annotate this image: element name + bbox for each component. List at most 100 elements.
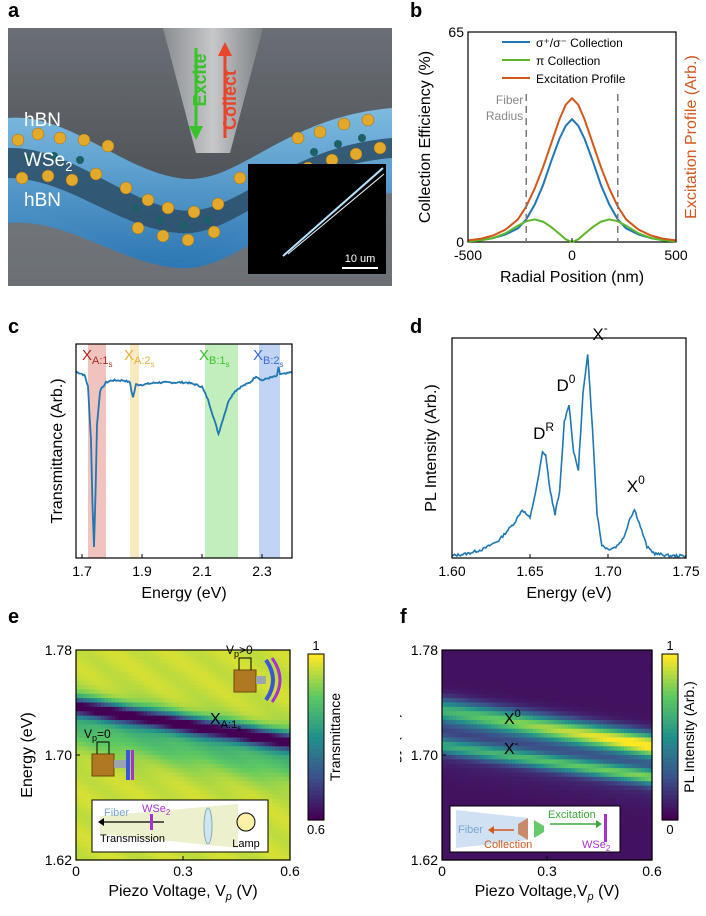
piezo-arm	[256, 676, 266, 684]
colorbar-frame	[661, 653, 679, 821]
panel-f-chart: 0 0.3 0.6 1.62 1.70 1.78 Piezo Voltage,Vp (V) E…	[400, 638, 697, 903]
panel-label-e: e	[8, 606, 20, 628]
legend-entry: π Collection	[536, 54, 600, 68]
x-axis-label: Piezo Voltage, Vp (V)	[108, 883, 257, 903]
series-line-0	[467, 117, 677, 242]
band-label-2: XB:1s	[199, 347, 230, 369]
band-label-0: XA:1s	[82, 347, 113, 369]
piezo-voltage-label: Vp>0	[226, 643, 253, 659]
exciton-band-3	[259, 344, 280, 558]
x-tick-label: 2.3	[252, 563, 272, 579]
exciton-label: XA:1s	[210, 711, 241, 733]
y-tick-label: 1.70	[45, 747, 72, 763]
peak-label-0: DR	[533, 420, 554, 443]
exciton-band-2	[205, 344, 238, 558]
panel-e-chart: 0 0.3 0.6 1.62 1.70 1.78 Piezo Voltage, Vp (V)…	[19, 638, 343, 903]
exciton-band-1	[130, 344, 139, 558]
bent-membrane-2	[270, 657, 282, 703]
tungsten-atoms	[24, 134, 366, 230]
y-tick-label: 1.70	[411, 747, 438, 763]
x-tick-label: 1.70	[594, 563, 621, 579]
colorbar-min: 0	[666, 822, 673, 837]
scale-bar-label: 10 um	[345, 253, 376, 265]
y-axis-label: Energy (eV)	[19, 712, 36, 797]
flat-membrane-1	[126, 750, 130, 780]
x-axis-label: Energy (eV)	[526, 585, 611, 602]
peak-label-1: D0	[557, 372, 576, 395]
piezo-voltage-label: Vp=0	[84, 727, 111, 743]
pl-spectrum-line	[451, 354, 687, 559]
piezo-block	[91, 753, 115, 777]
collect-label: Collect	[220, 70, 240, 130]
y-tick-label: 65	[448, 24, 464, 40]
x-tick-label: 1.7	[72, 563, 92, 579]
inset-wse2-label: WSe2	[142, 803, 171, 817]
inset-wse2-label: WSe2	[582, 839, 611, 853]
x-tick-label: 0.3	[537, 863, 557, 879]
flat-membrane-2	[131, 750, 134, 780]
lamp-icon	[236, 812, 256, 832]
x-tick-label: 1.75	[672, 563, 699, 579]
trion-label: X-	[504, 738, 519, 758]
series-line-2	[467, 96, 677, 242]
excite-label: Excite	[190, 53, 210, 106]
x-tick-label: 2.1	[192, 563, 212, 579]
x-tick-label: 0	[568, 247, 576, 263]
piezo-inset-positive: Vp>0	[226, 643, 257, 693]
transmission-arrowhead	[98, 818, 104, 826]
colorbar-label: PL Intensity (Arb.)	[681, 681, 697, 793]
band-label-1: XA:2s	[124, 347, 155, 369]
panel-c-chart: XA:1s XA:2s XB:1s XB:2s 1.7 1.9 2.1 2.3 Energy (…	[49, 343, 293, 602]
x-tick-label: 0.6	[280, 863, 300, 879]
x-axis-label: Piezo Voltage,Vp (V)	[475, 883, 620, 903]
layer-hbn-bottom: hBN	[24, 190, 61, 211]
fiber-tip	[163, 28, 263, 153]
x-tick-label: 500	[664, 247, 688, 263]
piezo-inset-zero: Vp=0	[84, 727, 115, 777]
piezo-block	[233, 669, 257, 693]
x-tick-label: 1.65	[516, 563, 543, 579]
y-tick-label: 1.78	[45, 642, 72, 658]
inset-excitation-label: Excitation	[548, 809, 596, 821]
colorbar-frame	[307, 653, 325, 821]
x-tick-label: 1.9	[132, 563, 152, 579]
exciton-x0-label: X0	[504, 708, 521, 728]
inset-fiber-label: Fiber	[104, 807, 129, 819]
fiber-photo-inset: 10 um	[248, 164, 386, 274]
piezo-wire	[96, 741, 110, 754]
x-tick-label: 0.6	[642, 863, 662, 879]
y-tick-label: 1.78	[411, 642, 438, 658]
panel-label-c: c	[8, 316, 20, 338]
inset-lamp-label: Lamp	[232, 838, 260, 850]
inset-transmission-label: Transmission	[100, 833, 165, 845]
colorbar-min: 0.6	[307, 822, 325, 837]
colorbar-max: 1	[312, 638, 319, 653]
y-tick-label: 0	[456, 234, 464, 250]
panel-label-a: a	[8, 0, 20, 22]
layer-wse2: WSe2	[24, 150, 72, 174]
excitation-arrowhead	[596, 820, 602, 828]
sample-wse2	[150, 814, 153, 830]
layer-hbn-top: hBN	[24, 110, 61, 131]
atom-spheres	[11, 113, 387, 247]
peak-label-3: X0	[627, 473, 645, 496]
x-axis-label: Radial Position (nm)	[500, 269, 644, 286]
y-axis-label: Transmittance (Arb.)	[49, 378, 66, 523]
collect-arrow	[218, 42, 232, 138]
y2-axis-label: Excitation Profile (Arb.)	[683, 55, 700, 219]
legend-entry: σ⁺/σ⁻ Collection	[536, 36, 623, 50]
y-axis-label: Collection Efficiency (%)	[417, 51, 434, 223]
transmittance-line	[75, 366, 293, 548]
x-tick-label: -500	[454, 247, 482, 263]
piezo-wire	[238, 657, 252, 670]
lens	[203, 807, 213, 845]
colorbar-max: 1	[666, 638, 673, 653]
panel-label-d: d	[410, 316, 423, 338]
plot-frame	[451, 337, 687, 559]
excite-arrow	[189, 48, 203, 140]
sample-wse2	[604, 814, 607, 842]
collection-arrowhead	[488, 826, 494, 834]
colorbar-label: Transmittance	[327, 693, 343, 781]
band-label-3: XB:2s	[253, 347, 284, 369]
